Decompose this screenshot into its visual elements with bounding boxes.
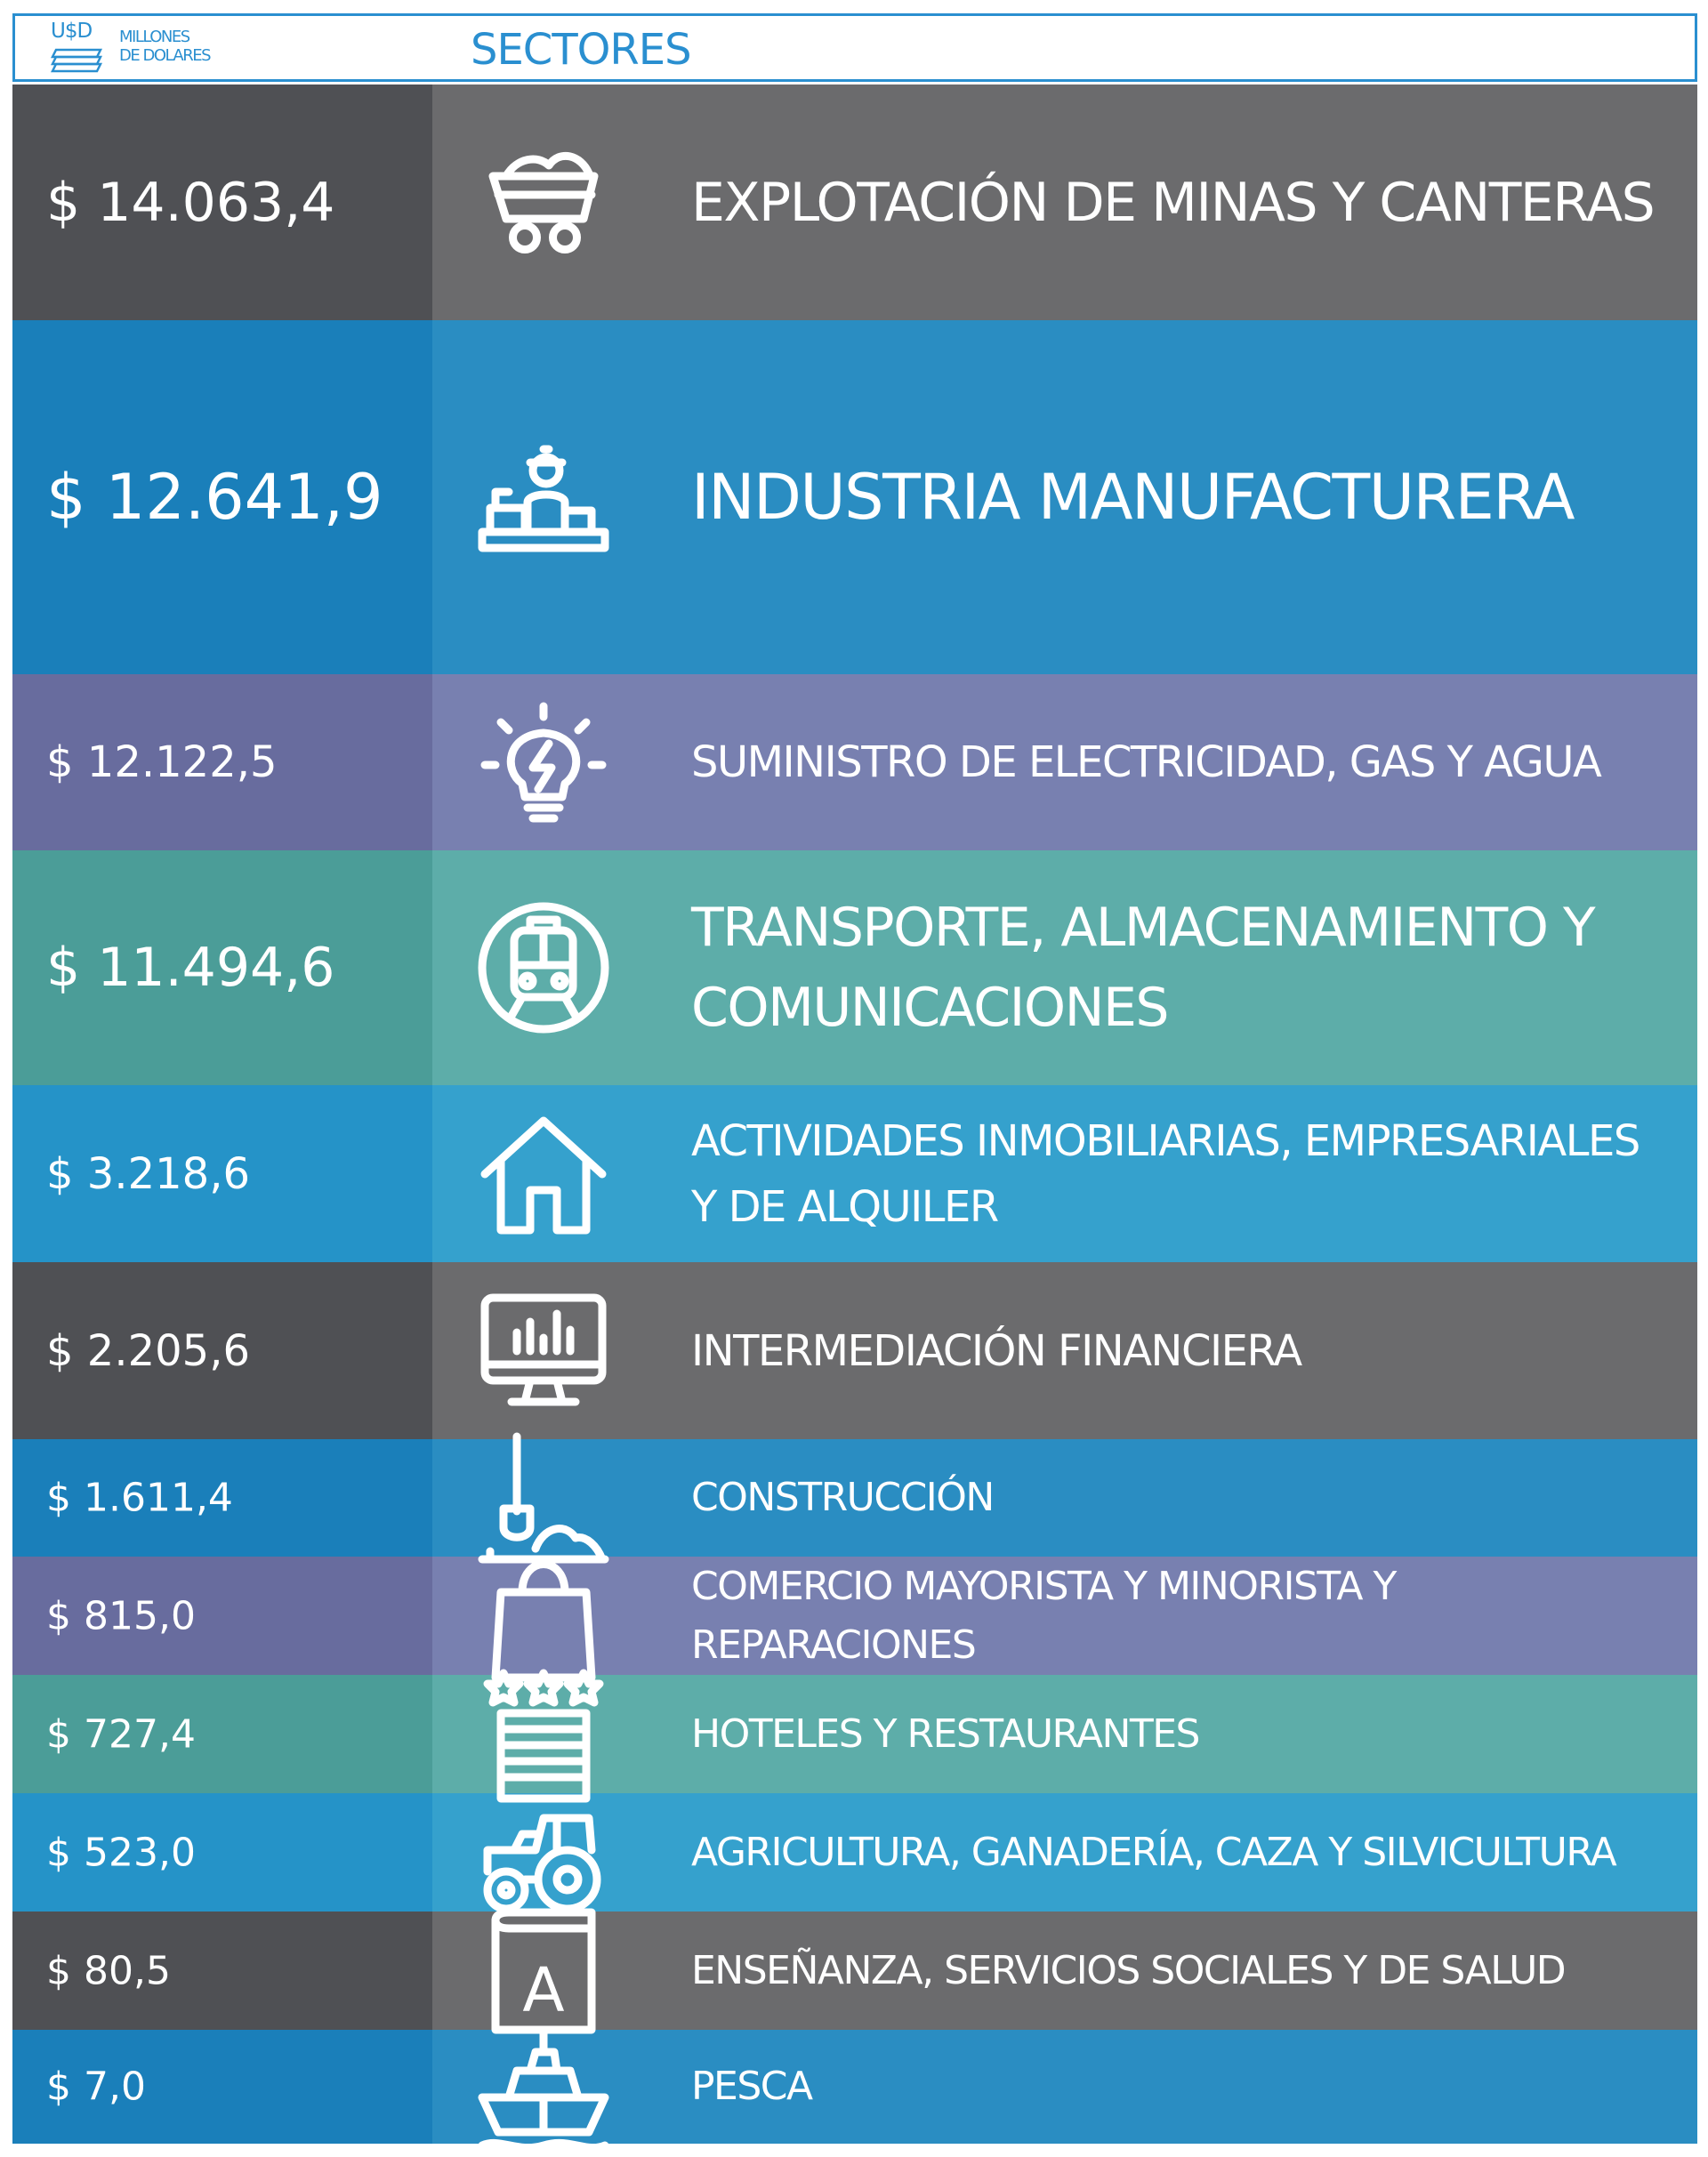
sector-label: AGRICULTURA, GANADERÍA, CAZA Y SILVICULT… — [691, 1829, 1617, 1875]
sector-value: $ 11.494,6 — [46, 937, 335, 999]
factory-worker-icon — [477, 431, 610, 564]
label-cell — [432, 1793, 1697, 1912]
sector-label: INTERMEDIACIÓN FINANCIERA — [691, 1325, 1302, 1376]
value-cell: $ 11.494,6 — [12, 850, 432, 1085]
sector-label: HOTELES Y RESTAURANTES — [691, 1710, 1200, 1757]
value-cell: $ 12.122,5 — [12, 674, 432, 850]
label-cell — [432, 1557, 1697, 1675]
lightbulb-icon — [477, 696, 610, 829]
label-cell — [432, 320, 1697, 674]
book-icon: A — [477, 1904, 610, 2038]
unit-text: MILLONES DE DOLARES — [119, 28, 212, 65]
table-row: $ 12.122,5 SUMINISTRO DE ELECTRICIDAD, GA… — [12, 674, 1697, 850]
sector-label: COMERCIO MAYORISTA Y MINORISTA Y REPARAC… — [691, 1563, 1397, 1668]
header-bar: U$D MILLONES DE DOLARES SECTORES — [12, 13, 1697, 82]
table-row: $ 80,5 A ENSEÑANZA, SERVICIOS SOCIALES Y D… — [12, 1908, 1697, 2033]
unit-line-1: MILLONES — [119, 28, 190, 46]
tractor-icon — [477, 1786, 610, 1920]
svg-text:A: A — [522, 1955, 564, 2026]
table-row: $ 14.063,4 EXPLOTACIÓN DE MINAS Y CANTERA… — [12, 85, 1697, 320]
table-row: $ 815,0 COMERCIO MAYORISTA Y MINORISTA Y … — [12, 1557, 1697, 1681]
table-row: $ 2.205,6 INTERMEDIACIÓN FINANCIERA — [12, 1262, 1697, 1439]
sector-value: $ 3.218,6 — [46, 1148, 251, 1199]
label-cell — [432, 1439, 1697, 1557]
label-cell — [432, 850, 1697, 1085]
sector-value: $ 727,4 — [46, 1711, 196, 1757]
sector-value: $ 2.205,6 — [46, 1325, 251, 1376]
value-cell: $ 727,4 — [12, 1675, 432, 1793]
label-cell — [432, 1912, 1697, 2030]
value-cell: $ 523,0 — [12, 1793, 432, 1912]
sector-label: SUMINISTRO DE ELECTRICIDAD, GAS Y AGUA — [691, 737, 1602, 787]
sector-value: $ 12.122,5 — [46, 737, 278, 787]
sector-value: $ 7,0 — [46, 2064, 146, 2110]
hotel-icon — [477, 1668, 610, 1802]
sector-label: ACTIVIDADES INMOBILIARIAS, EMPRESARIALES… — [691, 1115, 1640, 1232]
sector-value: $ 1.611,4 — [46, 1475, 233, 1521]
page-title: SECTORES — [471, 25, 692, 75]
shovel-icon — [477, 1431, 610, 1565]
sector-label: INDUSTRIA MANUFACTURERA — [691, 461, 1575, 534]
house-icon — [477, 1107, 610, 1241]
sector-value: $ 80,5 — [46, 1948, 171, 1993]
label-cell — [432, 1262, 1697, 1439]
value-cell: $ 80,5 — [12, 1912, 432, 2030]
value-cell: $ 12.641,9 — [12, 320, 432, 674]
table-row: $ 12.641,9 INDUSTRIA MANUFACTURERA — [12, 320, 1697, 674]
usd-label: U$D — [51, 20, 93, 43]
value-cell: $ 1.611,4 — [12, 1439, 432, 1557]
table-row: $ 7,0 PESCA — [12, 2029, 1697, 2153]
label-cell — [432, 1085, 1697, 1262]
sector-label: PESCA — [691, 2064, 813, 2109]
value-cell: $ 2.205,6 — [12, 1262, 432, 1439]
monitor-chart-icon — [477, 1284, 610, 1418]
value-cell: $ 14.063,4 — [12, 85, 432, 320]
sector-label: ENSEÑANZA, SERVICIOS SOCIALES Y DE SALUD — [691, 1947, 1567, 1993]
label-cell — [432, 1675, 1697, 1793]
label-cell — [432, 85, 1697, 320]
sector-value: $ 12.641,9 — [46, 461, 383, 534]
sector-value: $ 815,0 — [46, 1593, 196, 1638]
table-row: $ 11.494,6 TRANSPORTE, ALMACENAMIENTO Y C… — [12, 850, 1697, 1085]
sector-label: TRANSPORTE, ALMACENAMIENTO Y COMUNICACIO… — [691, 897, 1596, 1039]
sector-label: CONSTRUCCIÓN — [691, 1475, 995, 1520]
sector-value: $ 523,0 — [46, 1830, 196, 1875]
shopping-bag-icon — [477, 1549, 610, 1683]
fishing-boat-icon — [477, 2020, 610, 2153]
banknote-icon — [51, 48, 103, 73]
value-cell: $ 7,0 — [12, 2030, 432, 2144]
table-row: $ 523,0 AGRICULTURA, GANADERÍA, CAZA Y SI… — [12, 1793, 1697, 1912]
value-cell: $ 3.218,6 — [12, 1085, 432, 1262]
unit-line-2: DE DOLARES — [119, 46, 212, 65]
table-row: $ 1.611,4 CONSTRUCCIÓN — [12, 1432, 1697, 1564]
sectors-table: $ 14.063,4 EXPLOTACIÓN DE MINAS Y CANTERA… — [12, 85, 1697, 2153]
value-cell: $ 815,0 — [12, 1557, 432, 1675]
label-cell — [432, 2030, 1697, 2144]
train-icon — [477, 901, 610, 1034]
unit-block: U$D MILLONES DE DOLARES — [51, 20, 246, 76]
mining-cart-icon — [477, 136, 610, 270]
label-cell — [432, 674, 1697, 850]
sector-value: $ 14.063,4 — [46, 171, 335, 234]
table-row: $ 727,4 HOTELES Y RESTAURANTES — [12, 1669, 1697, 1802]
sector-label: EXPLOTACIÓN DE MINAS Y CANTERAS — [691, 171, 1656, 234]
table-row: $ 3.218,6 ACTIVIDADES INMOBILIARIAS, EMPR… — [12, 1085, 1697, 1262]
